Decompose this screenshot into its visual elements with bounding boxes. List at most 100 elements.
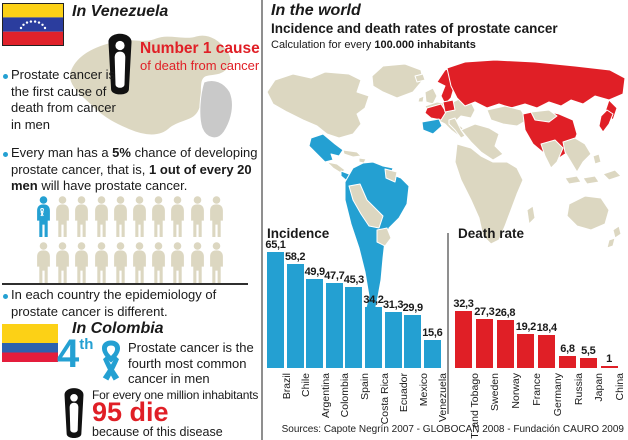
bullet-dot <box>3 152 8 157</box>
incidence-bar <box>325 283 343 368</box>
country-philippines <box>592 153 602 165</box>
bullet-first-cause: Prostate cancer is the first cause of de… <box>11 67 116 132</box>
venezuela-title: In Venezuela <box>72 3 169 20</box>
country-mexico <box>308 133 344 163</box>
person-icon <box>150 196 167 237</box>
death-rate-bar-label: China <box>614 373 627 401</box>
country-italy <box>448 117 466 139</box>
incidence-bar-value: 29,9 <box>402 301 424 314</box>
rank-number: 4th <box>57 334 93 374</box>
region-middle-east <box>460 123 504 161</box>
incidence-bar-label: Chile <box>300 373 313 397</box>
charts: 65,1 Brazil 58,2 Chile 49,9 Argentina 47,7 Colo… <box>263 0 628 440</box>
incidence-bar-label: Argentina <box>319 373 332 418</box>
incidence-bar <box>384 312 402 368</box>
neighbor-country-shape <box>199 79 233 139</box>
incidence-bar-label: Costa Rica <box>378 373 391 425</box>
person-icon <box>189 196 206 237</box>
per-million-label: For every one million inhabitants <box>92 388 259 402</box>
death-rate-bar <box>496 320 514 368</box>
cause-subtitle: of death from cancer <box>140 58 260 73</box>
world-map <box>266 59 626 327</box>
region-southeast-asia <box>562 137 592 173</box>
death-rate-bar-value: 5,5 <box>581 345 596 358</box>
death-rate-bar <box>538 335 556 368</box>
death-rate-bar-value: 26,8 <box>494 307 516 320</box>
incidence-bar-label: Brazil <box>280 373 293 400</box>
death-rate-bar-value: 19,2 <box>515 320 537 333</box>
incidence-bar-label: Mexico <box>417 373 430 407</box>
incidence-bar-value: 15,6 <box>422 327 443 340</box>
person-icon <box>93 242 110 283</box>
death-rate-bar-label: Germany <box>551 373 564 417</box>
incidence-bar-value: 47,7 <box>324 270 345 283</box>
column-divider <box>261 0 263 440</box>
world-subtitle: Incidence and death rates of prostate ca… <box>271 21 558 36</box>
country-new-guinea <box>602 169 622 181</box>
incidence-bar-value: 58,2 <box>284 251 306 264</box>
country-iceland <box>414 73 426 83</box>
country-india <box>540 139 564 169</box>
person-icon-highlighted <box>35 196 52 237</box>
death-rate-bar-label: Sweden <box>489 373 502 411</box>
country-ireland <box>417 95 425 103</box>
incidence-bar-value: 45,3 <box>343 274 365 287</box>
death-rate-bar-label: Japan <box>593 373 606 402</box>
person-icon <box>208 196 225 237</box>
incidence-bar-label: Colombia <box>339 373 352 418</box>
person-icon <box>169 242 186 283</box>
death-rate-bar-value: 1 <box>606 353 612 365</box>
bullet-dot <box>3 294 8 299</box>
incidence-bar <box>306 279 324 368</box>
person-icon <box>112 242 129 283</box>
person-icon <box>189 242 206 283</box>
crowd-pictogram <box>35 196 231 284</box>
death-rate-bar <box>475 319 493 368</box>
country-japan <box>598 109 614 133</box>
sources-line: Sources: Capote Negrín 2007 - GLOBOCAN 2… <box>281 424 624 435</box>
country-australia <box>566 195 610 231</box>
number-one-cause-label: Number 1 cause <box>140 40 260 57</box>
region-peru-bolivia <box>348 183 384 229</box>
section-divider <box>2 283 248 285</box>
flag-stars <box>19 20 47 30</box>
country-russia <box>446 59 626 109</box>
region-indonesia <box>564 175 582 185</box>
coffin-icon <box>60 387 88 439</box>
person-icon <box>35 242 52 283</box>
region-north-america <box>266 71 370 139</box>
incidence-bar <box>404 314 422 368</box>
person-icon <box>131 196 148 237</box>
country-greenland <box>371 63 424 99</box>
incidence-bar-label: Ecuador <box>398 373 411 413</box>
chart-divider <box>447 233 449 414</box>
bullet-dot <box>3 74 8 79</box>
rank-description: Prostate cancer is the fourth most commo… <box>128 340 254 386</box>
person-icon <box>73 196 90 237</box>
country-cuba <box>342 149 362 158</box>
death-rate-bar-value: 6,8 <box>560 342 575 355</box>
person-icon <box>131 242 148 283</box>
incidence-bar <box>267 252 284 368</box>
person-icon <box>54 196 71 237</box>
colombia-title: In Colombia <box>72 320 164 337</box>
region-central-asia <box>486 105 528 127</box>
person-icon <box>112 196 129 237</box>
country-uk <box>424 87 438 105</box>
incidence-bar-value: 34,2 <box>363 294 384 307</box>
bullet-epidemiology: In each country the epidemiology of pros… <box>11 287 217 319</box>
country-madagascar <box>526 205 536 225</box>
deaths-subtitle: because of this disease <box>92 425 223 439</box>
world-title: In the world <box>271 2 361 19</box>
incidence-bar-label: Spain <box>358 373 371 400</box>
death-rate-bar-label: Russia <box>572 373 585 406</box>
venezuela-panel: In Venezuela Number 1 cause of death fro… <box>0 0 263 440</box>
colombia-flag <box>2 324 58 362</box>
rank-ordinal: th <box>79 336 94 353</box>
death-rate-bar <box>600 366 618 368</box>
country-mongolia <box>530 109 558 123</box>
incidence-bar-value: 31,3 <box>382 299 404 312</box>
death-rate-bar-label: Norway <box>510 373 523 409</box>
incidence-bar-value: 65,1 <box>265 239 286 252</box>
